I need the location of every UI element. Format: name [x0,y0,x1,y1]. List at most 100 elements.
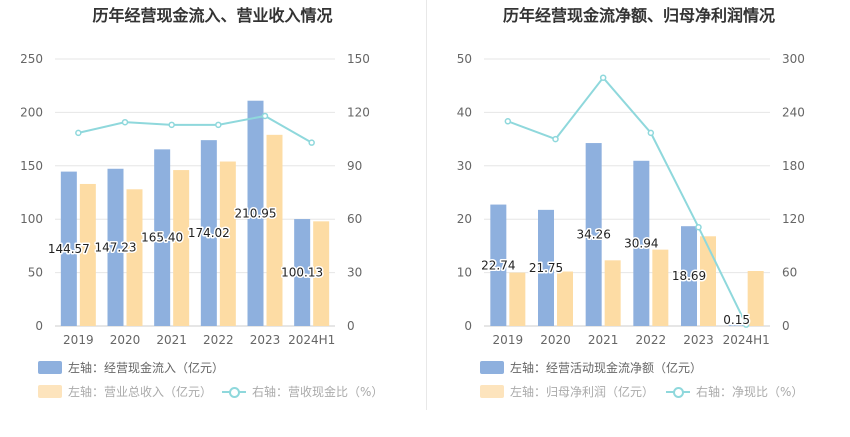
legend-swatch-revenue [38,385,62,398]
right-bar-primary [728,325,745,326]
right-y-tick-label: 20 [457,212,472,226]
legend-item-revenue[interactable]: 左轴：营业总收入（亿元） [38,383,212,400]
left-bar-secondary [173,170,190,326]
left-chart-title: 历年经营现金流入、营业收入情况 [92,6,333,25]
right-y2-tick-label: 0 [782,319,790,333]
right-bar-primary [538,209,554,326]
left-bar-primary [247,100,264,326]
left-bar-primary [60,171,77,326]
left-x-tick-label: 2023 [250,333,281,347]
right-y-tick-label: 50 [457,52,472,66]
left-y2-tick-label: 120 [347,105,370,119]
left-y2-tick-label: 90 [347,159,362,173]
legend-label-net-profit: 左轴：归母净利润（亿元） [510,385,655,399]
legend-swatch-net-profit [480,385,504,398]
right-y2-tick-label: 240 [782,105,805,119]
right-x-tick-label: 2023 [683,333,714,347]
legend-swatch-net-cash-ratio [666,385,690,399]
left-y-tick-label: 150 [20,159,43,173]
legend-label-net-cash-ratio: 右轴：净现比（%） [696,385,804,399]
left-bar-primary [200,140,217,326]
right-y-tick-label: 0 [464,319,472,333]
right-chart-svg: 0 10 20 30 40 50 0 60 120 180 240 300 2019 2020 2021 20… [457,52,805,347]
left-ratio-point [168,121,175,129]
legend-label-revenue: 左轴：营业总收入（亿元） [68,385,213,399]
left-bar-secondary [79,183,96,326]
right-data-label: 0.15 [723,313,750,327]
left-data-label: 165.40 [141,231,183,245]
left-y-tick-label: 50 [28,266,43,280]
legend-item-net-profit[interactable]: 左轴：归母净利润（亿元） [480,383,654,400]
left-y2-tick-label: 60 [347,212,362,226]
left-x-tick-label: 2024H1 [288,333,335,347]
panel-divider [426,0,427,410]
right-chart-title: 历年经营现金流净额、归母净利润情况 [502,6,775,25]
right-x-tick-label: 2019 [493,333,524,347]
left-bar-primary [294,219,311,326]
left-ratio-line [78,114,313,144]
right-y2-tick-label: 60 [782,266,797,280]
right-ratio-point [552,135,559,143]
left-x-tick-label: 2021 [156,333,187,347]
right-data-label: 18.69 [672,269,706,283]
left-y2-tick-label: 30 [347,266,362,280]
left-y-tick-label: 0 [35,319,43,333]
right-ratio-point [695,223,702,231]
left-x-tick-label: 2019 [63,333,94,347]
left-ratio-point [121,118,129,126]
legend-label-net-cash-flow: 左轴：经营活动现金流净额（亿元） [510,361,703,375]
legend-item-net-cash-flow[interactable]: 左轴：经营活动现金流净额（亿元） [480,359,702,376]
right-y-tick-label: 10 [457,266,472,280]
legend-label-cash-ratio: 右轴：营收现金比（%） [252,385,384,399]
left-bar-primary [154,149,171,326]
legend-item-net-cash-ratio[interactable]: 右轴：净现比（%） [666,383,803,400]
right-chart-panel: 历年经营现金流净额、归母净利润情况 0 10 20 30 40 50 0 60 120 180 24… [428,0,850,437]
right-x-tick-label: 2022 [636,333,667,347]
right-bar-primary [681,226,697,326]
right-bar-secondary [509,272,526,326]
right-ratio-line [507,76,748,326]
right-bar-primary [633,160,650,326]
left-chart-panel: 历年经营现金流入、营业收入情况 0 50 100 150 200 250 0 30 60 90 12… [20,6,383,400]
right-x-tick-label: 2024H1 [723,333,770,347]
right-bar-primary [490,204,507,326]
left-y-tick-label: 100 [20,212,43,226]
right-ratio-point [742,321,750,328]
left-data-label: 210.95 [235,206,277,220]
left-chart-svg: 0 50 100 150 200 250 0 30 60 90 120 150 2019 2020 2021… [20,52,370,347]
right-data-label: 34.26 [576,228,610,242]
right-x-tick-label: 2021 [588,333,619,347]
legend-item-cash-inflow[interactable]: 左轴：经营现金流入（亿元） [38,359,224,376]
right-data-label: 30.94 [624,236,658,250]
left-ratio-point [261,112,269,120]
legend-swatch-cash-inflow [38,361,62,374]
left-data-label: 144.57 [48,242,90,256]
right-y2-tick-label: 120 [782,212,805,226]
right-ratio-point [599,74,607,81]
legend-item-cash-ratio[interactable]: 右轴：营收现金比（%） [222,383,383,400]
left-y2-tick-label: 0 [347,319,355,333]
right-ratio-point [647,129,655,137]
right-bar-secondary [652,249,669,326]
right-data-label: 22.74 [481,258,515,272]
left-ratio-point [308,139,315,146]
left-bar-secondary [266,134,283,326]
right-ratio-point [504,118,512,125]
right-y-tick-label: 40 [457,105,472,119]
left-y-tick-label: 250 [20,52,43,66]
left-data-label: 147.23 [95,240,137,254]
left-x-tick-label: 2020 [110,333,141,347]
left-data-label: 174.02 [188,226,230,240]
right-bar-secondary [700,236,716,326]
left-y2-tick-label: 150 [347,52,370,66]
left-data-label: 100.13 [281,266,323,280]
left-bar-secondary [126,189,143,326]
left-bar-secondary [219,161,236,326]
right-y2-tick-label: 180 [782,159,805,173]
right-data-label: 21.75 [529,261,563,275]
right-bar-secondary [604,260,621,326]
legend-swatch-net-cash-flow [480,361,504,374]
left-ratio-point [215,121,222,129]
right-bar-secondary [747,270,764,326]
legend-label-cash-inflow: 左轴：经营现金流入（亿元） [68,361,225,375]
